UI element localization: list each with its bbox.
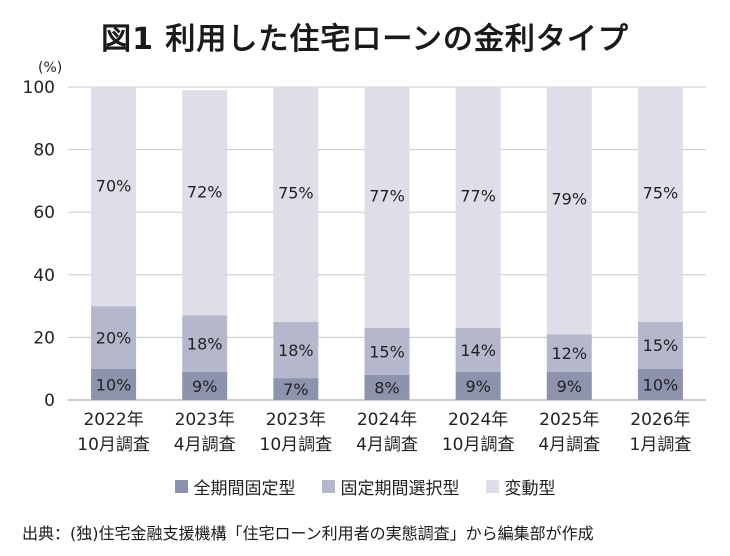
data-label: 20%	[96, 328, 132, 347]
bar-segment	[273, 87, 319, 322]
x-tick-label: 1月調査	[630, 435, 692, 455]
bar-segment	[91, 306, 137, 369]
y-tick-label: 20	[33, 328, 55, 348]
y-axis-unit-label: (%)	[38, 60, 62, 76]
data-label: 18%	[187, 335, 223, 354]
y-tick-label: 60	[33, 203, 55, 223]
data-label: 79%	[552, 189, 588, 208]
stacked-bar-chart: (%) 0 20 40 60 80 100 10% 20% 70% 2022年 10月調査 9% 18% 7…	[23, 60, 706, 455]
bar-segment	[546, 334, 592, 372]
x-tick-label: 4月調査	[174, 435, 236, 455]
x-tick-label: 2025年	[539, 410, 599, 430]
data-label: 77%	[369, 186, 405, 205]
x-tick-label: 2024年	[357, 410, 417, 430]
chart-title: 図1 利用した住宅ローンの金利タイプ	[101, 22, 629, 57]
y-tick-label: 100	[23, 78, 55, 98]
bar-segment	[637, 87, 683, 322]
bar-segment	[546, 87, 592, 335]
x-tick-label: 4月調査	[538, 435, 600, 455]
y-tick-label: 0	[44, 391, 55, 411]
legend-label: 固定期間選択型	[340, 479, 460, 499]
source-note: 出典：(独)住宅金融支援機構「住宅ローン利用者の実態調査」から編集部が作成	[22, 524, 594, 543]
data-label: 75%	[278, 184, 314, 203]
data-label: 12%	[552, 344, 588, 363]
bar-segment	[182, 315, 228, 372]
data-label: 14%	[460, 341, 496, 360]
bar-segment	[637, 321, 683, 369]
legend-label: 全期間固定型	[193, 479, 296, 499]
legend-swatch	[321, 480, 335, 493]
bar-segment	[455, 328, 501, 372]
y-tick-label: 40	[33, 266, 55, 286]
bar-segment	[91, 368, 137, 400]
y-tick-label: 80	[33, 141, 55, 161]
data-label: 9%	[557, 377, 582, 396]
data-label: 15%	[643, 336, 679, 355]
data-label: 18%	[278, 341, 314, 360]
legend-item: 変動型	[485, 474, 556, 499]
data-label: 70%	[96, 177, 132, 196]
x-tick-label: 2023年	[266, 410, 326, 430]
bar-segment	[455, 87, 501, 329]
x-tick-label: 2026年	[630, 410, 690, 430]
bar-segment	[364, 87, 410, 329]
x-tick-label: 4月調査	[356, 435, 418, 455]
x-tick-label: 10月調査	[442, 435, 515, 455]
data-label: 75%	[643, 184, 679, 203]
bar-segment	[364, 374, 410, 400]
data-label: 9%	[192, 377, 217, 396]
data-label: 9%	[465, 377, 490, 396]
x-tick-label: 2023年	[175, 410, 235, 430]
data-label: 10%	[96, 375, 132, 394]
data-label: 8%	[374, 378, 399, 397]
bar-segment	[182, 371, 228, 400]
legend-label: 変動型	[504, 479, 556, 499]
bar-segment	[546, 371, 592, 400]
bar-segment	[637, 368, 683, 400]
bar-segment	[182, 90, 228, 316]
x-tick-label: 2024年	[448, 410, 508, 430]
data-label: 72%	[187, 183, 223, 202]
data-label: 7%	[283, 380, 308, 399]
bar-segment	[364, 328, 410, 375]
bar-segment	[455, 371, 501, 400]
bar-segment	[91, 87, 137, 307]
data-label: 15%	[369, 342, 405, 361]
data-label: 10%	[643, 375, 679, 394]
legend-item: 全期間固定型	[174, 474, 296, 499]
data-label: 77%	[460, 186, 496, 205]
legend-item: 固定期間選択型	[321, 474, 460, 499]
x-tick-label: 10月調査	[77, 435, 150, 455]
bar-segment	[273, 321, 319, 379]
chart-legend: 全期間固定型 固定期間選択型 変動型	[0, 474, 730, 499]
x-tick-label: 10月調査	[260, 435, 333, 455]
bar-segment	[273, 378, 319, 400]
legend-swatch	[174, 480, 188, 493]
legend-swatch	[485, 480, 499, 493]
x-tick-label: 2022年	[83, 410, 143, 430]
